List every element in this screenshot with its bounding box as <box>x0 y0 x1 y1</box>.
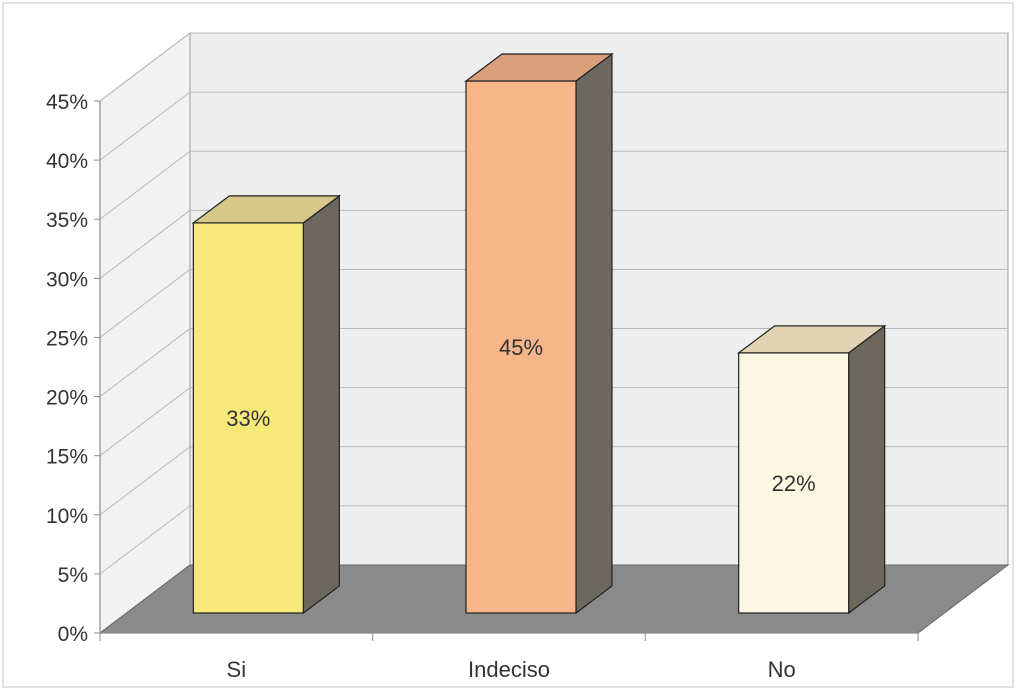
gridline-side <box>99 446 191 516</box>
bar-no <box>738 352 850 614</box>
category-labels: Si Indeciso No <box>227 657 796 682</box>
bar-si <box>192 222 304 614</box>
bar-top-si <box>191 195 342 224</box>
category-label: No <box>768 657 796 682</box>
bar-side-no <box>848 324 886 615</box>
bar-indeciso <box>465 80 577 614</box>
y-tick-label: 10% <box>46 505 88 528</box>
y-tick-label: 40% <box>46 150 88 173</box>
bars: 33% 45% 22% <box>191 52 887 615</box>
y-tick-label: 25% <box>46 327 88 350</box>
bar-top-indeciso <box>464 53 614 82</box>
y-tick-label: 30% <box>46 268 88 291</box>
y-tick-label: 45% <box>46 91 88 114</box>
gridline-side <box>99 209 191 279</box>
y-tick-label: 0% <box>58 623 88 646</box>
side-wall <box>99 31 191 635</box>
bar-top-no <box>736 325 887 354</box>
gridline-side <box>99 32 191 102</box>
data-label: 33% <box>226 406 270 431</box>
data-label: 22% <box>772 471 816 496</box>
y-tick-label: 35% <box>46 209 88 232</box>
data-label: 45% <box>499 335 543 360</box>
gridline-side <box>99 269 191 338</box>
category-label: Si <box>227 657 247 682</box>
chart-axes <box>94 100 919 641</box>
gridline-side <box>99 150 191 220</box>
gridline-side <box>99 387 191 457</box>
gridline-side <box>99 505 191 575</box>
gridline-side <box>99 91 191 161</box>
y-tick-label: 15% <box>46 446 88 469</box>
gridline-side <box>99 328 191 397</box>
bar-side-indeciso <box>575 52 613 615</box>
y-tick-label: 5% <box>58 564 88 587</box>
y-tick-labels: 0% 5% 10% 15% 20% 25% 30% 35% 40% 45% <box>46 91 88 646</box>
bar-side-si <box>302 194 340 615</box>
y-tick-label: 20% <box>46 387 88 410</box>
category-label: Indeciso <box>468 657 550 682</box>
